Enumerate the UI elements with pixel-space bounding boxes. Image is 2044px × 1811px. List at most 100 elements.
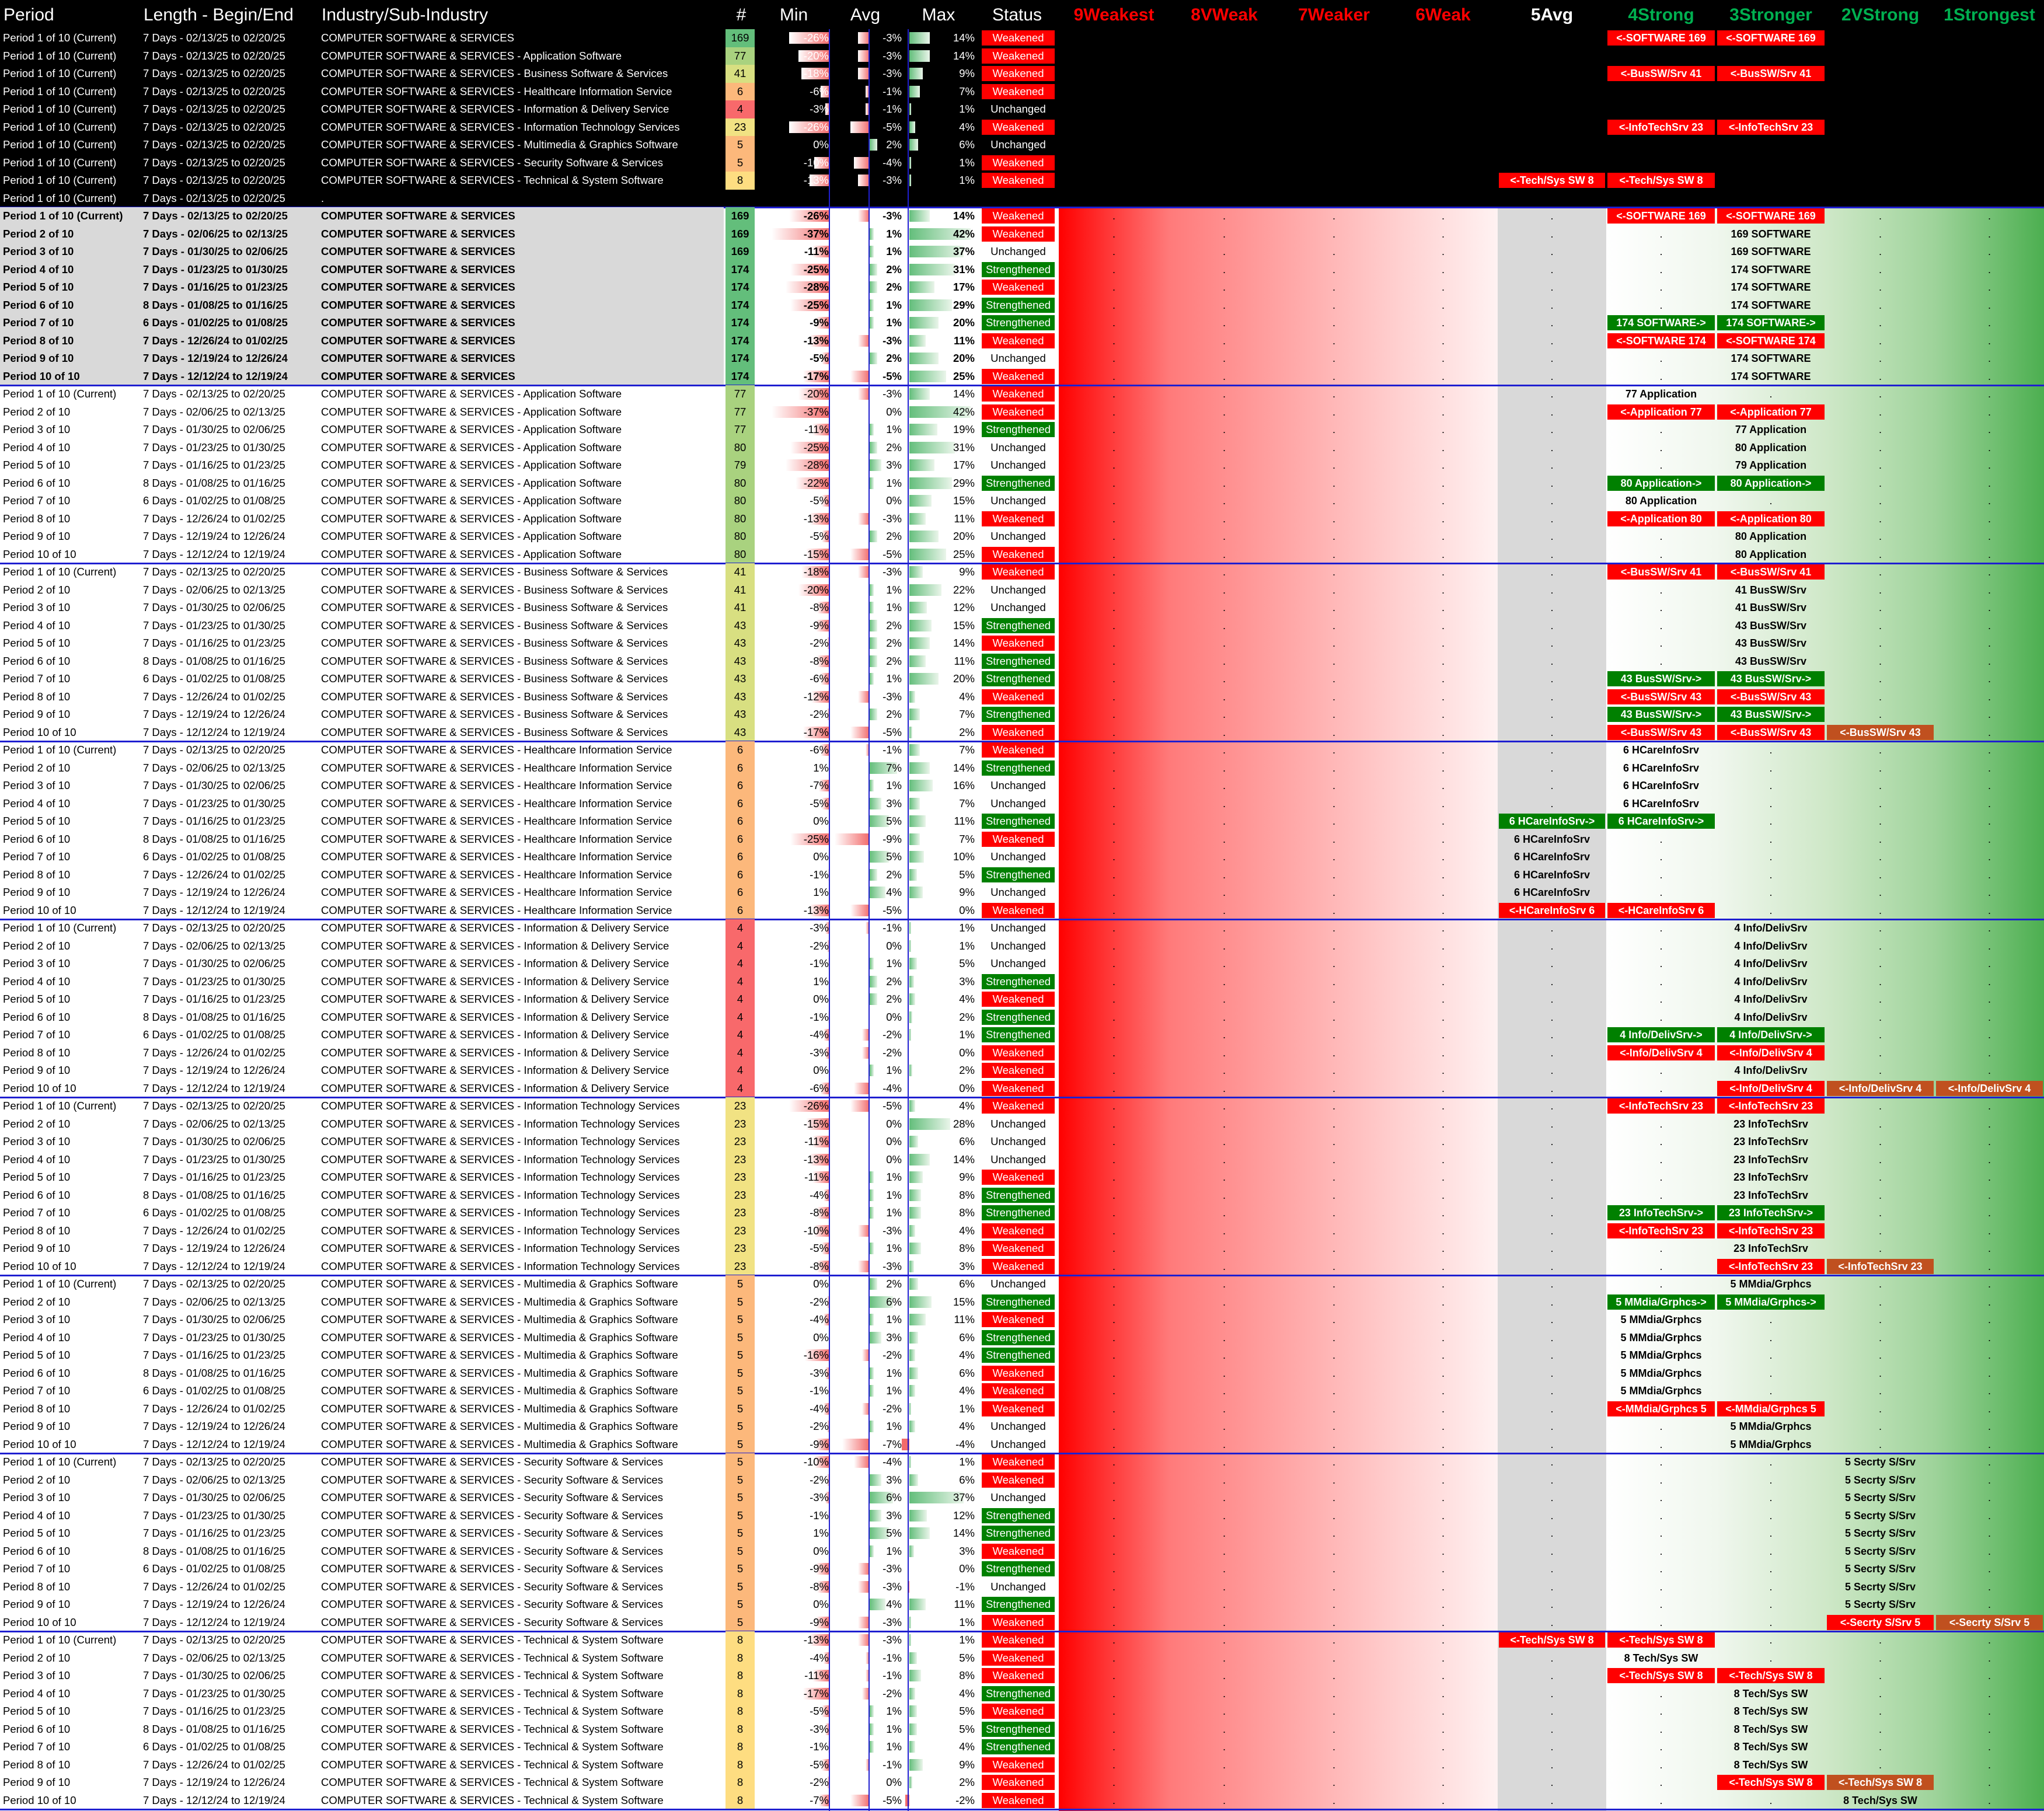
industry-cell[interactable]: COMPUTER SOFTWARE & SERVICES - Applicati… (321, 49, 622, 62)
avg-cell[interactable]: -4% (883, 1456, 902, 1468)
avg-cell[interactable]: -3% (883, 32, 902, 44)
count-cell[interactable]: 8 (725, 1756, 755, 1774)
count-cell[interactable]: 80 (725, 438, 755, 456)
max-cell[interactable]: 25% (953, 369, 975, 382)
max-cell[interactable]: 1% (959, 1028, 975, 1041)
industry-cell[interactable]: COMPUTER SOFTWARE & SERVICES - Security … (321, 1580, 663, 1593)
zone-tag[interactable]: <-Tech/Sys SW 8 (1607, 1668, 1715, 1683)
zone-tag[interactable]: 174 SOFTWARE (1731, 370, 1811, 382)
count-cell[interactable]: 174 (725, 314, 755, 332)
industry-cell[interactable]: COMPUTER SOFTWARE & SERVICES - Healthcar… (321, 744, 672, 756)
status-badge[interactable]: Weakened (982, 902, 1055, 918)
period-cell[interactable]: Period 5 of 10 (3, 459, 71, 471)
min-cell[interactable]: -1% (810, 1010, 829, 1023)
industry-cell[interactable]: COMPUTER SOFTWARE & SERVICES - Informati… (321, 1117, 680, 1130)
period-cell[interactable]: Period 5 of 10 (3, 281, 74, 293)
status-badge[interactable]: Strengthened (982, 617, 1055, 633)
min-cell[interactable]: -5% (810, 1705, 829, 1717)
industry-cell[interactable]: COMPUTER SOFTWARE & SERVICES - Healthcar… (321, 832, 672, 845)
status-badge[interactable]: Strengthened (982, 671, 1055, 686)
industry-cell[interactable]: COMPUTER SOFTWARE & SERVICES - Informati… (321, 975, 669, 987)
status-badge[interactable]: Weakened (982, 831, 1055, 847)
count-cell[interactable]: 6 (725, 884, 755, 902)
status-badge[interactable]: Weakened (982, 1241, 1055, 1256)
min-cell[interactable]: -3% (810, 1491, 829, 1503)
zone-tag[interactable]: 6 HCareInfoSrv (1513, 868, 1590, 881)
avg-cell[interactable]: -3% (883, 67, 902, 79)
max-cell[interactable]: -2% (955, 1793, 975, 1806)
zone-tag[interactable]: <-BusSW/Srv 43 (1607, 724, 1715, 740)
length-cell[interactable]: 7 Days - 01/16/25 to 01/23/25 (143, 637, 285, 649)
avg-cell[interactable]: -3% (883, 1259, 902, 1272)
status-badge[interactable]: Unchanged (990, 245, 1046, 257)
industry-cell[interactable]: COMPUTER SOFTWARE & SERVICES - Technical… (321, 174, 664, 186)
industry-cell[interactable]: COMPUTER SOFTWARE & SERVICES - Security … (321, 1509, 663, 1522)
period-cell[interactable]: Period 7 of 10 (3, 1740, 71, 1753)
zone-tag[interactable]: 4 Info/DelivSrv-> (1717, 1027, 1825, 1042)
length-cell[interactable]: 7 Days - 01/30/25 to 02/06/25 (143, 957, 285, 969)
period-cell[interactable]: Period 9 of 10 (3, 886, 71, 898)
count-cell[interactable]: 80 (725, 545, 755, 563)
zone-tag[interactable]: <-BusSW/Srv 43 (1717, 689, 1825, 704)
max-cell[interactable]: 4% (959, 1420, 975, 1432)
max-cell[interactable]: 7% (959, 85, 975, 97)
min-cell[interactable]: -4% (810, 1651, 829, 1664)
min-cell[interactable]: -11% (804, 423, 829, 435)
zone-tag[interactable]: 4 Info/DelivSrv (1734, 975, 1808, 987)
max-cell[interactable]: 6% (959, 1278, 975, 1290)
length-cell[interactable]: 8 Days - 01/08/25 to 01/16/25 (143, 476, 285, 489)
max-cell[interactable]: -1% (955, 1580, 975, 1593)
zone-tag[interactable]: <-InfoTechSrv 23 (1717, 1223, 1825, 1238)
avg-cell[interactable]: 2% (886, 637, 902, 649)
status-badge[interactable]: Unchanged (990, 1117, 1046, 1130)
length-cell[interactable]: 7 Days - 12/26/24 to 01/02/25 (143, 690, 285, 703)
zone-tag[interactable]: <-Info/DelivSrv 4 (1936, 1080, 2043, 1096)
zone-tag[interactable]: 174 SOFTWARE (1731, 299, 1811, 311)
zone-tag[interactable]: 4 Info/DelivSrv (1734, 940, 1808, 952)
status-badge[interactable]: Strengthened (982, 315, 1055, 330)
zone-tag[interactable]: 77 Application (1735, 424, 1807, 435)
count-cell[interactable]: 80 (725, 492, 755, 510)
zone-tag[interactable]: 5 Secrty S/Srv (1844, 156, 1916, 169)
min-cell[interactable]: -7% (810, 779, 829, 791)
count-cell[interactable]: 41 (725, 563, 755, 581)
avg-cell[interactable]: 1% (886, 316, 902, 329)
period-cell[interactable]: Period 1 of 10 (Current) (3, 191, 117, 204)
min-cell[interactable]: -4% (810, 1313, 829, 1325)
period-cell[interactable]: Period 8 of 10 (3, 1402, 71, 1415)
length-cell[interactable]: 6 Days - 01/02/25 to 01/08/25 (143, 1028, 285, 1041)
avg-cell[interactable]: 5% (886, 850, 902, 863)
count-cell[interactable]: 8 (725, 1774, 755, 1792)
min-cell[interactable]: -25% (803, 263, 829, 275)
min-cell[interactable]: -5% (810, 1758, 829, 1771)
status-badge[interactable]: Strengthened (982, 867, 1055, 882)
min-cell[interactable]: -2% (810, 637, 829, 649)
period-cell[interactable]: Period 9 of 10 (3, 1064, 71, 1076)
length-cell[interactable]: 7 Days - 01/30/25 to 02/06/25 (143, 1135, 285, 1147)
status-badge[interactable]: Strengthened (982, 1187, 1055, 1203)
period-cell[interactable]: Period 4 of 10 (3, 619, 71, 631)
min-cell[interactable]: -4% (810, 1402, 829, 1415)
industry-cell[interactable]: COMPUTER SOFTWARE & SERVICES (321, 210, 515, 222)
period-cell[interactable]: Period 6 of 10 (3, 1722, 71, 1735)
industry-cell[interactable]: COMPUTER SOFTWARE & SERVICES - Healthcar… (321, 85, 672, 97)
length-cell[interactable]: 7 Days - 12/19/24 to 12/26/24 (143, 530, 285, 542)
industry-cell[interactable]: COMPUTER SOFTWARE & SERVICES - Applicati… (321, 476, 622, 489)
count-cell[interactable]: 5 (725, 1578, 755, 1596)
industry-cell[interactable]: COMPUTER SOFTWARE & SERVICES - Business … (321, 654, 668, 667)
status-badge[interactable]: Unchanged (990, 583, 1046, 596)
length-cell[interactable]: 6 Days - 01/02/25 to 01/08/25 (143, 1740, 285, 1753)
avg-cell[interactable]: -2% (883, 1402, 902, 1415)
count-cell[interactable]: 8 (725, 172, 755, 190)
count-cell[interactable]: 43 (725, 723, 755, 741)
min-cell[interactable]: -8% (810, 1259, 829, 1272)
length-cell[interactable]: 6 Days - 01/02/25 to 01/08/25 (143, 850, 285, 863)
min-cell[interactable]: -16% (803, 1349, 829, 1361)
zone-tag[interactable]: <-InfoTechSrv 23 (1607, 1098, 1715, 1114)
max-cell[interactable]: 6% (959, 138, 975, 151)
period-cell[interactable]: Period 4 of 10 (3, 797, 71, 809)
count-cell[interactable]: 5 (725, 1382, 755, 1400)
length-cell[interactable]: 7 Days - 02/13/25 to 02/20/25 (143, 1278, 285, 1290)
min-cell[interactable]: -7% (810, 1793, 829, 1806)
length-cell[interactable]: 7 Days - 02/13/25 to 02/20/25 (143, 174, 285, 186)
